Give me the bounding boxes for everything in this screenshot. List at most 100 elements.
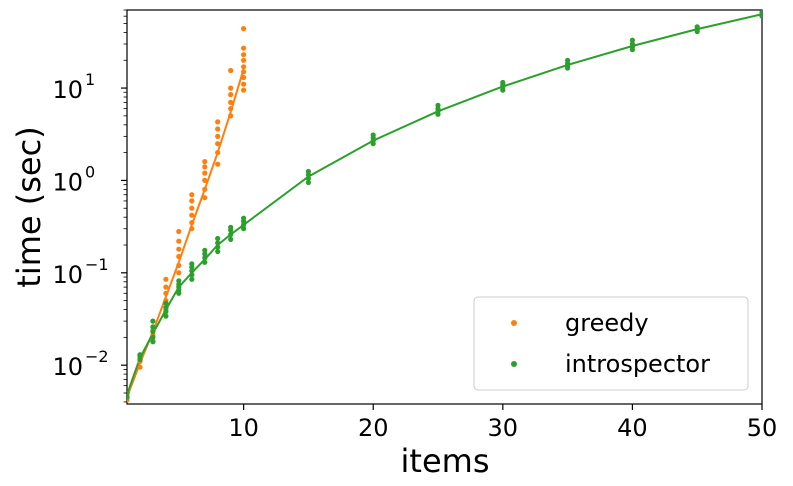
greedy-point	[163, 290, 169, 296]
x-tick-label: 40	[617, 414, 648, 442]
introspector-point	[629, 37, 636, 43]
introspector-point	[127, 390, 130, 396]
introspector-point	[694, 24, 700, 30]
introspector-point	[241, 215, 247, 221]
legend-marker-introspector	[511, 361, 517, 367]
greedy-point	[215, 126, 221, 132]
introspector-point	[150, 339, 156, 345]
greedy-point	[202, 170, 208, 176]
introspector-point	[189, 261, 195, 267]
x-tick-label: 20	[358, 414, 389, 442]
introspector-point	[150, 329, 156, 335]
greedy-point	[215, 133, 221, 139]
y-tick-label: 10	[52, 261, 83, 289]
x-tick-label: 50	[747, 414, 778, 442]
plot-area	[126, 9, 763, 405]
introspector-point	[629, 41, 636, 47]
greedy-point	[228, 113, 234, 119]
introspector-point	[202, 255, 208, 261]
introspector-point	[228, 231, 234, 238]
introspector-point	[202, 259, 208, 265]
greedy-point	[241, 45, 247, 51]
greedy-point	[202, 159, 208, 165]
greedy-point	[189, 192, 195, 198]
greedy-point	[241, 74, 247, 81]
greedy-point	[241, 52, 247, 58]
introspector-point	[202, 247, 208, 253]
greedy-point	[163, 284, 169, 290]
introspector-point	[163, 309, 169, 315]
y-tick-label: 10	[52, 76, 83, 104]
greedy-point	[241, 57, 247, 63]
introspector-point	[228, 236, 234, 242]
legend-label-greedy: greedy	[565, 309, 649, 337]
greedy-point	[228, 99, 234, 105]
x-tick-label: 10	[228, 414, 259, 442]
introspector-point	[202, 251, 208, 257]
introspector-point	[241, 226, 247, 232]
x-tick-label: 30	[488, 414, 519, 442]
y-tick-label: 10	[52, 353, 83, 381]
greedy-point	[228, 85, 234, 91]
greedy-point	[202, 177, 208, 183]
greedy-point	[215, 141, 221, 147]
y-tick-exponent: −1	[85, 255, 109, 274]
y-tick-label: 10	[52, 168, 83, 196]
greedy-point	[202, 186, 208, 192]
greedy-point	[176, 262, 182, 269]
introspector-fit-line	[127, 13, 762, 395]
introspector-point	[370, 132, 376, 138]
introspector-point	[305, 175, 311, 182]
introspector-point	[500, 79, 506, 86]
introspector-point	[163, 300, 169, 306]
introspector-point	[137, 352, 143, 358]
introspector-point	[189, 272, 195, 278]
legend: greedy introspector	[473, 296, 749, 391]
greedy-point	[189, 205, 195, 211]
greedy-point	[241, 69, 247, 75]
introspector-point	[565, 57, 571, 63]
x-axis-title: items	[401, 442, 490, 480]
greedy-point	[163, 276, 169, 282]
introspector-point	[305, 168, 311, 175]
greedy-point	[241, 87, 247, 93]
greedy-point	[176, 228, 182, 235]
greedy-point	[241, 81, 247, 87]
y-axis-title: time (sec)	[10, 126, 48, 287]
greedy-point	[176, 253, 182, 260]
legend-label-introspector: introspector	[565, 350, 710, 378]
y-tick-exponent: 0	[85, 162, 95, 181]
introspector-point	[215, 244, 221, 250]
introspector-point	[435, 102, 441, 108]
introspector-point	[189, 268, 195, 274]
greedy-point	[228, 67, 234, 74]
introspector-point	[163, 313, 169, 319]
introspector-point	[189, 276, 195, 282]
greedy-point	[189, 198, 195, 204]
fit-lines	[127, 13, 762, 398]
introspector-point	[215, 235, 221, 242]
greedy-point	[202, 195, 208, 201]
greedy-point	[241, 64, 247, 70]
y-tick-exponent: −2	[85, 347, 109, 366]
data-points	[127, 10, 762, 403]
introspector-point	[176, 281, 182, 287]
legend-box	[473, 296, 749, 391]
introspector-point	[150, 324, 156, 330]
introspector-point	[150, 318, 156, 324]
greedy-point	[215, 150, 221, 156]
greedy-point	[137, 364, 143, 370]
greedy-point	[228, 92, 234, 98]
greedy-point	[202, 164, 208, 170]
plot-frame	[126, 9, 763, 405]
greedy-point	[215, 161, 221, 167]
introspector-point	[176, 278, 182, 284]
introspector-point	[215, 248, 221, 255]
introspector-point	[127, 394, 130, 400]
greedy-point	[189, 226, 195, 232]
introspector-point	[228, 224, 234, 230]
legend-marker-greedy	[511, 320, 517, 326]
greedy-point	[215, 119, 221, 125]
